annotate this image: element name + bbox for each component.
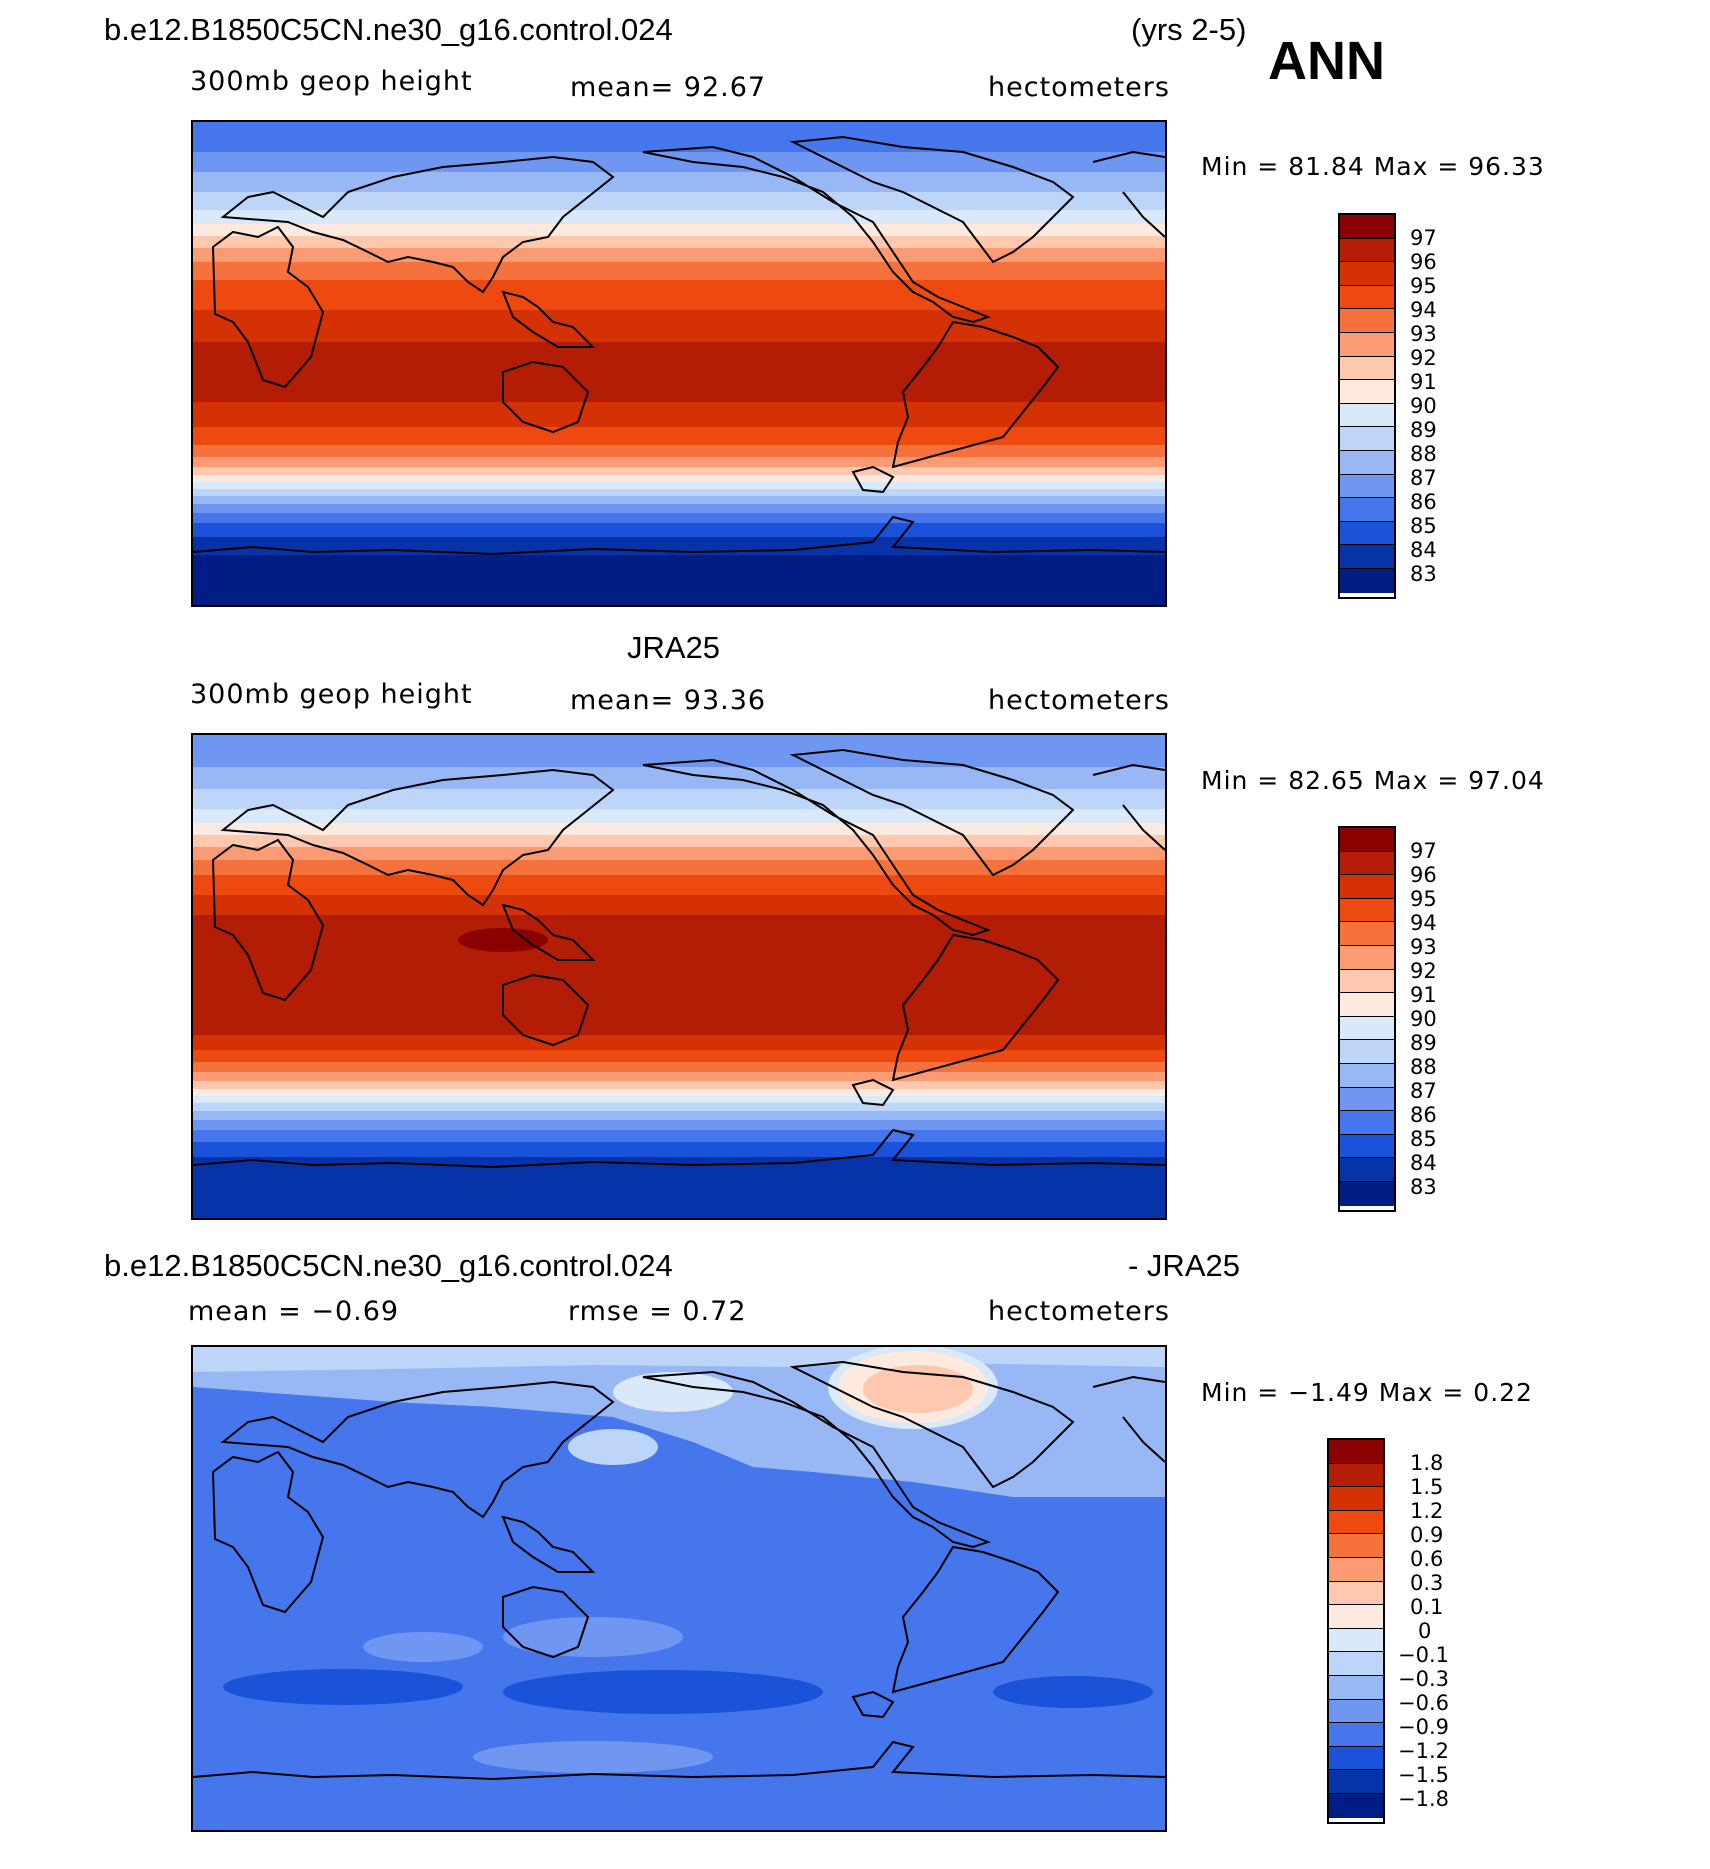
cbar1-tick: 94 (1410, 298, 1437, 322)
cbar1-tick: 86 (1410, 490, 1437, 514)
cbar3-tick: 0.9 (1410, 1523, 1444, 1547)
panel2-minmax: Min = 82.65 Max = 97.04 (1201, 766, 1545, 795)
case-title: b.e12.B1850C5CN.ne30_g16.control.024 (104, 12, 673, 47)
cbar3-tick: 0.1 (1410, 1595, 1444, 1619)
cbar3-tick: 0.6 (1410, 1547, 1444, 1571)
cbar3-tick: 0.3 (1410, 1571, 1444, 1595)
cbar3-tick: −0.1 (1398, 1643, 1449, 1667)
cbar1-tick: 87 (1410, 466, 1437, 490)
panel2-mean: mean= 93.36 (570, 685, 767, 716)
cbar2-tick: 90 (1410, 1007, 1437, 1031)
cbar1-tick: 95 (1410, 274, 1437, 298)
cbar3-tick: −0.9 (1398, 1715, 1449, 1739)
panel2-variable: 300mb geop height (190, 679, 473, 710)
cbar3-tick: −0.3 (1398, 1667, 1449, 1691)
cbar1-tick: 97 (1410, 226, 1437, 250)
cbar3-tick: −1.5 (1398, 1763, 1449, 1787)
colorbar-obs (1338, 826, 1396, 1212)
coastlines (193, 1360, 1165, 1781)
cbar3-tick: 0 (1418, 1619, 1432, 1643)
cbar2-tick: 86 (1410, 1103, 1437, 1127)
panel3-mean: mean = −0.69 (188, 1296, 400, 1327)
cbar1-tick: 91 (1410, 370, 1437, 394)
panel3-rmse: rmse = 0.72 (568, 1296, 747, 1327)
cbar2-tick: 97 (1410, 839, 1437, 863)
panel2-units: hectometers (988, 685, 1170, 716)
cbar2-tick: 88 (1410, 1055, 1437, 1079)
coastlines (193, 748, 1165, 1169)
panel2-title: JRA25 (627, 630, 721, 665)
model-map (191, 120, 1167, 607)
cbar2-tick: 91 (1410, 983, 1437, 1007)
cbar2-tick: 95 (1410, 887, 1437, 911)
cbar2-tick: 83 (1410, 1175, 1437, 1199)
panel3-units: hectometers (988, 1296, 1170, 1327)
cbar2-tick: 85 (1410, 1127, 1437, 1151)
cbar1-tick: 83 (1410, 562, 1437, 586)
cbar3-tick: −1.8 (1398, 1787, 1449, 1811)
cbar3-tick: 1.5 (1410, 1475, 1444, 1499)
cbar1-tick: 96 (1410, 250, 1437, 274)
cbar2-tick: 89 (1410, 1031, 1437, 1055)
coastlines (193, 135, 1165, 556)
cbar3-tick: −0.6 (1398, 1691, 1449, 1715)
panel3-title-left: b.e12.B1850C5CN.ne30_g16.control.024 (104, 1248, 673, 1283)
years-label: (yrs 2-5) (1131, 12, 1247, 47)
cbar2-tick: 84 (1410, 1151, 1437, 1175)
difference-map (191, 1345, 1167, 1832)
cbar2-tick: 93 (1410, 935, 1437, 959)
cbar1-tick: 93 (1410, 322, 1437, 346)
cbar2-tick: 92 (1410, 959, 1437, 983)
cbar1-tick: 88 (1410, 442, 1437, 466)
cbar3-tick: −1.2 (1398, 1739, 1449, 1763)
panel3-minmax: Min = −1.49 Max = 0.22 (1201, 1378, 1533, 1407)
cbar3-tick: 1.8 (1410, 1451, 1444, 1475)
panel1-minmax: Min = 81.84 Max = 96.33 (1201, 152, 1545, 181)
cbar1-tick: 85 (1410, 514, 1437, 538)
cbar1-tick: 89 (1410, 418, 1437, 442)
panel1-units: hectometers (988, 72, 1170, 103)
season-label: ANN (1268, 31, 1385, 91)
panel1-variable: 300mb geop height (190, 66, 473, 97)
cbar1-tick: 84 (1410, 538, 1437, 562)
cbar1-tick: 90 (1410, 394, 1437, 418)
panel1-mean: mean= 92.67 (570, 72, 767, 103)
cbar3-tick: 1.2 (1410, 1499, 1444, 1523)
panel3-title-right: - JRA25 (1128, 1248, 1240, 1283)
cbar2-tick: 96 (1410, 863, 1437, 887)
cbar1-tick: 92 (1410, 346, 1437, 370)
cbar2-tick: 87 (1410, 1079, 1437, 1103)
colorbar-difference (1327, 1438, 1385, 1824)
colorbar-model (1338, 213, 1396, 599)
obs-map (191, 733, 1167, 1220)
cbar2-tick: 94 (1410, 911, 1437, 935)
